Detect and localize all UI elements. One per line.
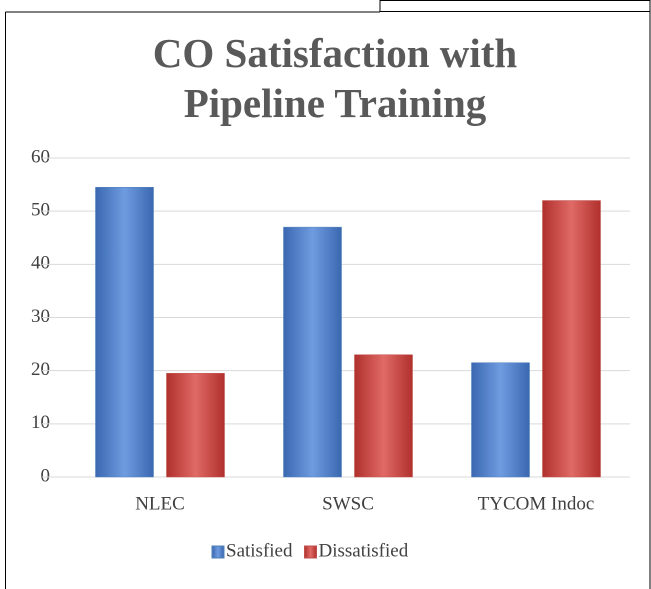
x-tick-label: SWSC (322, 493, 374, 514)
bar (283, 226, 342, 478)
bar (542, 200, 601, 478)
chart-title: CO Satisfaction with Pipeline Training (152, 30, 518, 126)
y-tick-label: 50 (31, 200, 50, 221)
bar (471, 362, 530, 478)
legend-swatch (211, 545, 225, 559)
legend-label: Dissatisfied (319, 540, 409, 561)
bar (166, 373, 225, 478)
y-tick-label: 10 (31, 412, 50, 433)
y-tick-label: 60 (31, 146, 50, 167)
frame-box (379, 0, 651, 12)
legend-label: Satisfied (226, 540, 293, 561)
legend-swatch (304, 545, 317, 559)
bar (354, 354, 413, 478)
y-tick-label: 0 (41, 465, 51, 486)
x-tick-label: TYCOM Indoc (478, 493, 595, 514)
bar (95, 186, 154, 478)
y-tick-label: 40 (31, 253, 50, 274)
x-tick-label: NLEC (135, 493, 185, 514)
y-tick-label: 20 (31, 359, 50, 380)
y-tick-label: 30 (31, 306, 50, 327)
